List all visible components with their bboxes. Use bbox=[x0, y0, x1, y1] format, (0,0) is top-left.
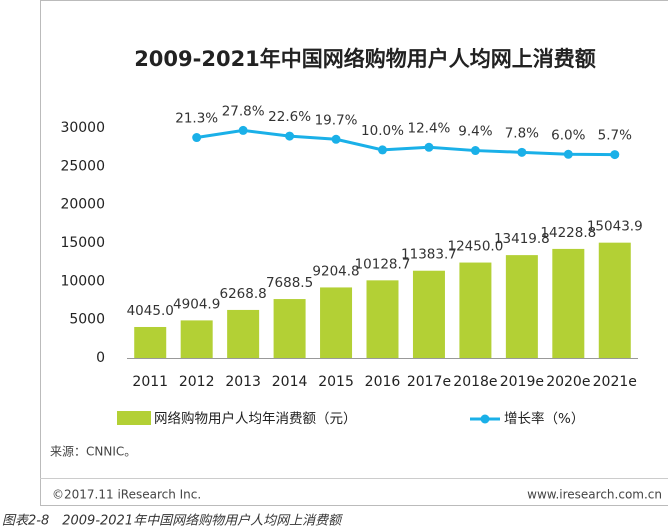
x-tick-label: 2019e bbox=[500, 374, 544, 390]
bar-value-label: 11383.7 bbox=[401, 247, 457, 263]
bar bbox=[180, 320, 213, 358]
growth-point bbox=[470, 146, 480, 156]
bar bbox=[134, 326, 167, 358]
y-tick-label: 20000 bbox=[60, 197, 105, 213]
caption: 图表2-8 2009-2021年中国网络购物用户人均网上消费额 bbox=[2, 513, 343, 529]
bar bbox=[598, 242, 631, 358]
bar-value-label: 10128.7 bbox=[355, 256, 411, 272]
x-tick-label: 2012 bbox=[179, 374, 215, 390]
x-tick-label: 2020e bbox=[546, 374, 590, 390]
website: www.iresearch.com.cn bbox=[527, 488, 662, 502]
growth-point bbox=[424, 142, 434, 152]
chart-title: 2009-2021年中国网络购物用户人均网上消费额 bbox=[134, 47, 596, 71]
growth-value-label: 10.0% bbox=[361, 123, 404, 139]
y-tick-label: 30000 bbox=[60, 120, 105, 136]
copyright: ©2017.11 iResearch Inc. bbox=[52, 488, 201, 502]
x-tick-label: 2016 bbox=[365, 374, 401, 390]
growth-point bbox=[517, 147, 527, 157]
bar bbox=[505, 255, 538, 358]
source: 来源：CNNIC。 bbox=[50, 445, 136, 459]
growth-value-label: 7.8% bbox=[505, 125, 539, 141]
bar-value-label: 12450.0 bbox=[447, 239, 503, 255]
bar-value-label: 14228.8 bbox=[540, 225, 596, 241]
x-tick-label: 2013 bbox=[225, 374, 261, 390]
x-tick-label: 2014 bbox=[272, 374, 308, 390]
growth-value-label: 22.6% bbox=[268, 109, 311, 125]
y-tick-label: 5000 bbox=[69, 312, 105, 328]
bar bbox=[273, 299, 306, 358]
legend-swatch bbox=[117, 411, 151, 425]
growth-point bbox=[192, 133, 202, 143]
growth-value-label: 5.7% bbox=[598, 128, 632, 144]
growth-value-label: 6.0% bbox=[551, 127, 585, 143]
growth-point bbox=[285, 131, 295, 141]
bar-value-label: 4904.9 bbox=[173, 296, 220, 312]
bar bbox=[366, 280, 399, 358]
growth-value-label: 9.4% bbox=[458, 124, 492, 140]
growth-point bbox=[378, 145, 387, 155]
bar-value-label: 7688.5 bbox=[266, 275, 313, 291]
growth-line bbox=[196, 128, 615, 157]
growth-value-label: 27.8% bbox=[222, 103, 265, 119]
x-tick-label: 2021e bbox=[593, 374, 637, 390]
bar bbox=[412, 270, 445, 358]
growth-value-label: 19.7% bbox=[315, 112, 358, 128]
bar-value-label: 9204.8 bbox=[312, 263, 359, 279]
bar-value-label: 13419.8 bbox=[494, 231, 550, 247]
growth-point bbox=[331, 134, 341, 144]
legend-label: 增长率（%） bbox=[504, 410, 584, 427]
x-tick-label: 2018e bbox=[453, 374, 497, 390]
x-tick-label: 2015 bbox=[318, 374, 354, 390]
legend-swatch bbox=[480, 414, 490, 424]
x-tick-label: 2011 bbox=[132, 374, 168, 390]
legend-label: 网络购物用户人均年消费额（元） bbox=[154, 410, 357, 427]
y-tick-label: 15000 bbox=[60, 235, 105, 251]
bar-value-label: 4045.0 bbox=[127, 303, 174, 319]
bar bbox=[552, 248, 585, 358]
growth-point bbox=[563, 149, 573, 159]
bar-value-label: 15043.9 bbox=[587, 219, 643, 235]
growth-point bbox=[610, 150, 620, 160]
y-tick-label: 25000 bbox=[60, 158, 105, 174]
growth-value-label: 21.3% bbox=[175, 111, 218, 127]
growth-point bbox=[238, 125, 248, 135]
bar bbox=[320, 287, 353, 358]
y-tick-label: 0 bbox=[96, 350, 105, 366]
bar-value-label: 6268.8 bbox=[220, 286, 267, 302]
x-tick-label: 2017e bbox=[407, 374, 451, 390]
growth-value-label: 12.4% bbox=[408, 120, 451, 136]
y-tick-label: 10000 bbox=[60, 273, 105, 289]
bar bbox=[459, 262, 492, 358]
bar bbox=[227, 309, 260, 358]
